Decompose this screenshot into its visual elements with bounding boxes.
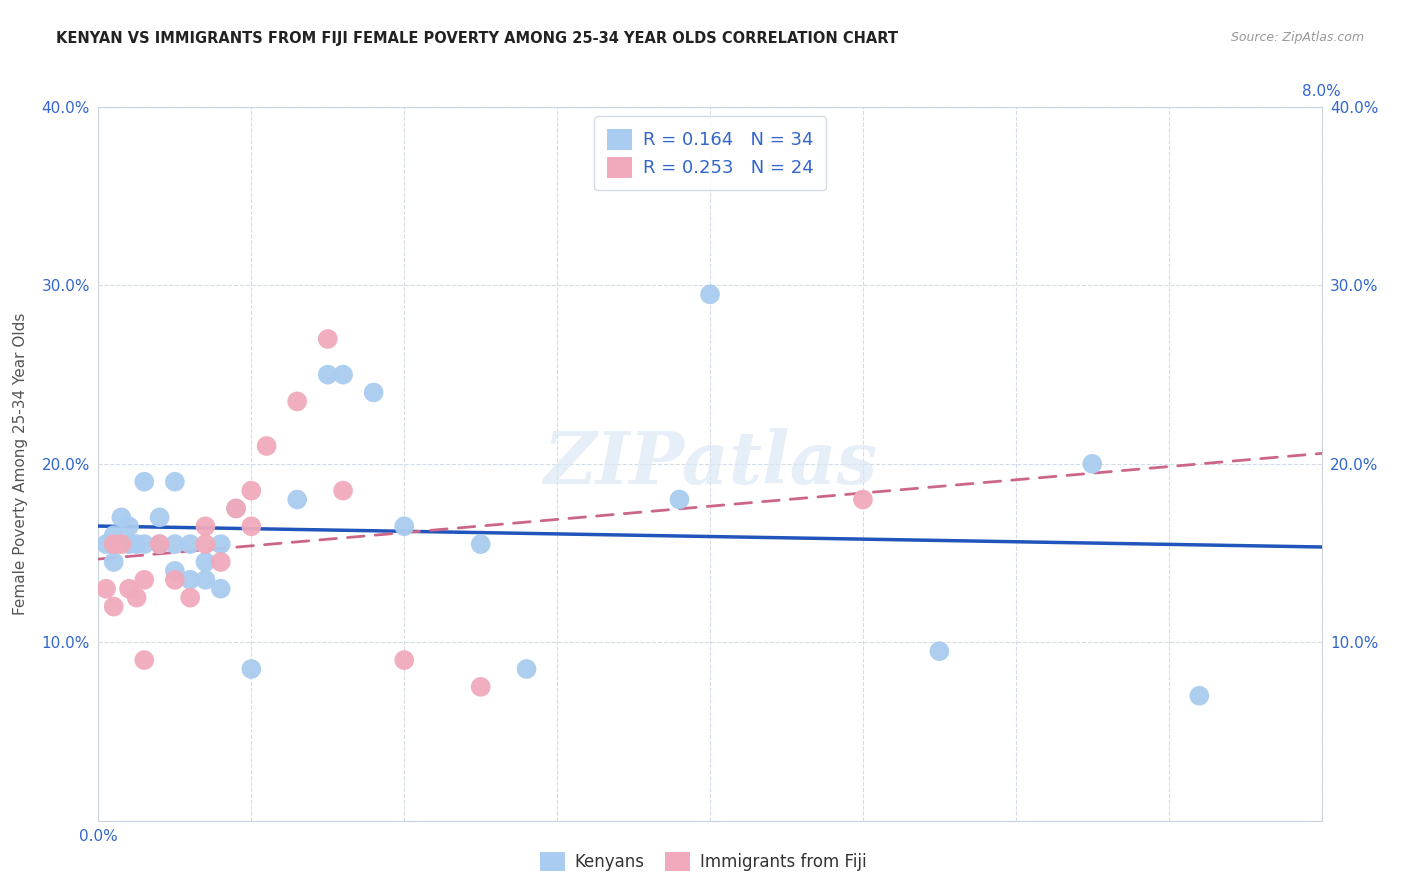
- Point: [225, 501, 247, 516]
- Point: [194, 573, 217, 587]
- Legend: R = 0.164   N = 34, R = 0.253   N = 24: R = 0.164 N = 34, R = 0.253 N = 24: [593, 116, 827, 190]
- Text: ZIPatlas: ZIPatlas: [543, 428, 877, 500]
- Point: [103, 537, 125, 551]
- Point: [1188, 689, 1211, 703]
- Point: [209, 555, 232, 569]
- Point: [240, 483, 263, 498]
- Point: [179, 573, 201, 587]
- Point: [103, 528, 125, 542]
- Point: [118, 582, 141, 596]
- Point: [209, 582, 232, 596]
- Point: [103, 555, 125, 569]
- Point: [225, 501, 247, 516]
- Point: [332, 483, 354, 498]
- Point: [852, 492, 875, 507]
- Point: [179, 537, 201, 551]
- Point: [103, 599, 125, 614]
- Point: [209, 537, 232, 551]
- Point: [332, 368, 354, 382]
- Point: [699, 287, 721, 301]
- Point: [256, 439, 278, 453]
- Point: [194, 537, 217, 551]
- Point: [240, 519, 263, 533]
- Point: [285, 394, 308, 409]
- Point: [179, 591, 201, 605]
- Text: KENYAN VS IMMIGRANTS FROM FIJI FEMALE POVERTY AMONG 25-34 YEAR OLDS CORRELATION : KENYAN VS IMMIGRANTS FROM FIJI FEMALE PO…: [56, 31, 898, 46]
- Point: [285, 492, 308, 507]
- Point: [1081, 457, 1104, 471]
- Y-axis label: Female Poverty Among 25-34 Year Olds: Female Poverty Among 25-34 Year Olds: [13, 313, 28, 615]
- Point: [163, 564, 186, 578]
- Point: [118, 537, 141, 551]
- Point: [134, 573, 156, 587]
- Point: [316, 368, 339, 382]
- Point: [110, 510, 132, 524]
- Point: [94, 537, 117, 551]
- Point: [134, 653, 156, 667]
- Point: [149, 537, 172, 551]
- Point: [516, 662, 538, 676]
- Point: [316, 332, 339, 346]
- Point: [125, 591, 148, 605]
- Point: [134, 475, 156, 489]
- Point: [125, 537, 148, 551]
- Point: [392, 519, 416, 533]
- Point: [163, 537, 186, 551]
- Point: [194, 519, 217, 533]
- Point: [110, 537, 132, 551]
- Point: [163, 475, 186, 489]
- Point: [928, 644, 950, 658]
- Point: [668, 492, 690, 507]
- Legend: Kenyans, Immigrants from Fiji: Kenyans, Immigrants from Fiji: [531, 843, 875, 880]
- Point: [194, 555, 217, 569]
- Point: [149, 510, 172, 524]
- Point: [363, 385, 385, 400]
- Point: [240, 662, 263, 676]
- Point: [94, 582, 117, 596]
- Text: Source: ZipAtlas.com: Source: ZipAtlas.com: [1230, 31, 1364, 45]
- Point: [149, 537, 172, 551]
- Point: [163, 573, 186, 587]
- Point: [392, 653, 416, 667]
- Point: [134, 537, 156, 551]
- Point: [470, 680, 492, 694]
- Point: [470, 537, 492, 551]
- Point: [118, 519, 141, 533]
